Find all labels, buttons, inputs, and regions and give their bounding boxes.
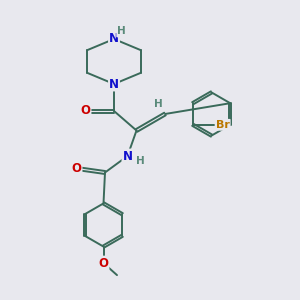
Text: Br: Br xyxy=(216,120,230,130)
Text: O: O xyxy=(71,162,82,176)
Text: O: O xyxy=(80,104,91,118)
Text: N: N xyxy=(109,77,119,91)
Text: H: H xyxy=(154,99,163,110)
Text: N: N xyxy=(122,149,133,163)
Text: N: N xyxy=(109,32,119,46)
Text: H: H xyxy=(136,155,145,166)
Text: H: H xyxy=(117,26,126,37)
Text: O: O xyxy=(98,256,109,270)
